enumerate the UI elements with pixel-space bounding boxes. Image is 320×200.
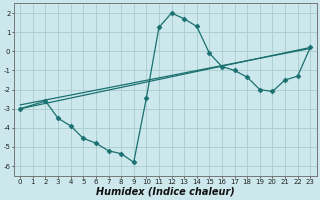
X-axis label: Humidex (Indice chaleur): Humidex (Indice chaleur) — [96, 187, 235, 197]
